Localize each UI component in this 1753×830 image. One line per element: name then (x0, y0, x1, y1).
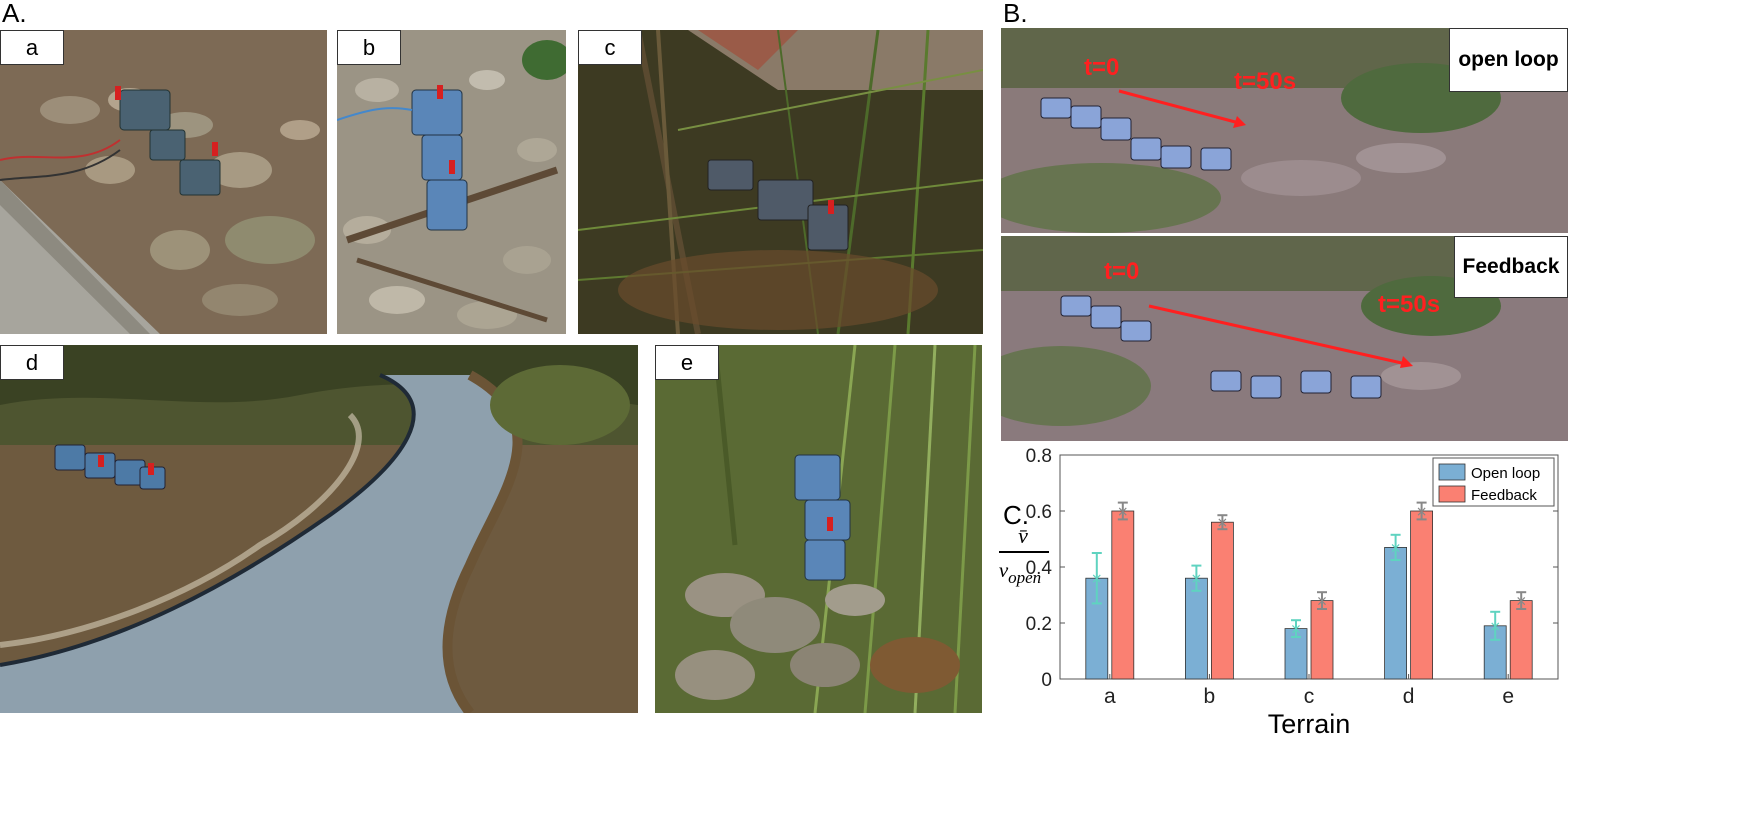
t0-label-top: t=0 (1084, 54, 1120, 81)
panel-b-feedback-photo: t=0 t=50s Feedback (1001, 236, 1568, 441)
panel-label-b: B. (1003, 0, 1028, 28)
error-marker: × (1416, 504, 1428, 520)
photo-c-label: c (578, 30, 642, 65)
photo-terrain-b: b (337, 30, 566, 334)
photo-a-label: a (0, 30, 64, 65)
bar-feedback-e (1509, 600, 1533, 680)
x-tick-label: d (1403, 685, 1415, 708)
error-marker: × (1515, 594, 1527, 610)
error-marker: × (1091, 571, 1103, 587)
x-tick-label: e (1502, 685, 1514, 708)
bar-open-loop-b (1184, 577, 1208, 680)
panel-b-open-loop-photo: t=0 t=50s open loop (1001, 28, 1568, 233)
robot-c (707, 159, 849, 251)
photo-terrain-e: e (655, 345, 982, 713)
arrow-feedback (1148, 304, 1407, 366)
bar-feedback-c (1310, 600, 1334, 680)
legend-swatch-feedback (1438, 485, 1466, 503)
x-tick-label: b (1204, 685, 1216, 708)
bar-chart-container: 0 0.2 0.4 0.6 0.8 a × × b × × c × × d × × e × × Terrain v̄ vop… (990, 445, 1750, 825)
y-axis-label-subscript: open (1008, 568, 1041, 587)
robot-b-bottom (1060, 295, 1382, 399)
error-marker: × (1489, 619, 1501, 635)
photo-e-illustration (655, 345, 982, 713)
photo-d-illustration (0, 345, 638, 713)
photo-terrain-d: d (0, 345, 638, 713)
y-axis-label-numerator: v̄ (1018, 523, 1028, 548)
photo-d-label: d (0, 345, 64, 380)
y-tick-label: 0 (1041, 670, 1052, 691)
bar-open-loop-d (1384, 547, 1408, 680)
error-marker: × (1390, 540, 1402, 556)
bar-feedback-a (1111, 510, 1135, 680)
panel-label-a: A. (2, 0, 27, 28)
feedback-label: Feedback (1454, 236, 1568, 298)
robot-b-top (1040, 97, 1232, 171)
error-marker: × (1290, 622, 1302, 638)
error-marker: × (1191, 571, 1203, 587)
photo-a-illustration (0, 30, 327, 334)
robot-a (119, 89, 221, 196)
error-marker: × (1316, 594, 1328, 610)
open-loop-label: open loop (1449, 28, 1568, 92)
photo-c-illustration (578, 30, 983, 334)
x-tick-label: a (1104, 685, 1116, 708)
photo-terrain-a: a (0, 30, 327, 334)
x-axis-label: Terrain (1268, 709, 1351, 739)
legend-label-open-loop: Open loop (1471, 465, 1540, 482)
t50-label-top: t=50s (1234, 68, 1297, 95)
bar-chart: 00.20.40.60.8a××b××c××d××e××Terrainv̄vop… (999, 446, 1559, 739)
photo-b-label: b (337, 30, 401, 65)
y-tick-label: 0.6 (1026, 502, 1052, 523)
x-tick-label: c (1304, 685, 1315, 708)
robot-d (54, 444, 166, 490)
legend-swatch-open-loop (1438, 463, 1466, 481)
legend-label-feedback: Feedback (1471, 487, 1537, 504)
error-marker: × (1117, 504, 1129, 520)
arrow-open-loop (1118, 89, 1240, 125)
robot-b (411, 89, 468, 231)
t50-label-bottom: t=50s (1378, 291, 1441, 318)
bar-feedback-d (1410, 510, 1434, 680)
y-tick-label: 0.4 (1026, 558, 1053, 579)
photo-terrain-c: c (578, 30, 983, 334)
y-tick-label: 0.8 (1026, 446, 1052, 467)
t0-label-bottom: t=0 (1104, 258, 1140, 285)
photo-e-label: e (655, 345, 719, 380)
y-tick-label: 0.2 (1026, 614, 1052, 635)
photo-b-illustration (337, 30, 566, 334)
panel-label-c: C. (1003, 500, 1029, 530)
bar-feedback-b (1210, 521, 1234, 680)
error-marker: × (1217, 515, 1229, 531)
